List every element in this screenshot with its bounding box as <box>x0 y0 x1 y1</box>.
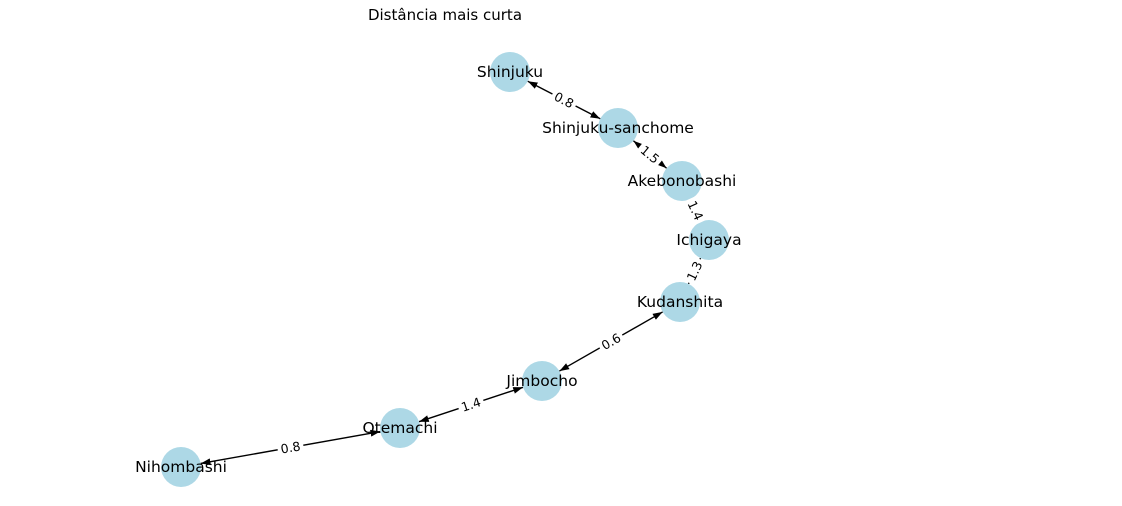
node-circle <box>598 108 638 148</box>
edge-weight-label: 0.8 <box>276 437 305 458</box>
node-label: Shinjuku-sanchome <box>542 119 694 137</box>
graph-title: Distância mais curta <box>367 6 523 24</box>
node-akebonobashi: Akebonobashi <box>628 161 737 201</box>
node-circle <box>662 161 702 201</box>
node-kudanshita: Kudanshita <box>637 282 723 322</box>
node-circle <box>660 282 700 322</box>
node-label: Nihombashi <box>135 458 227 476</box>
edge-weight-label: 1.4 <box>682 195 709 226</box>
node-nihombashi: Nihombashi <box>135 447 227 487</box>
edge-weight-text: 1.4 <box>459 394 483 415</box>
edge-weight-label: 1.4 <box>456 392 486 417</box>
node-ichigaya: Ichigaya <box>676 220 742 260</box>
edge-weight-text: 0.8 <box>279 438 301 456</box>
node-label: Kudanshita <box>637 293 723 311</box>
edge-weight-label: 0.8 <box>548 86 580 114</box>
edge-weight-label: 0.6 <box>595 328 627 355</box>
edge-weight-label: 1.5 <box>634 140 666 169</box>
node-jimbocho: Jimbocho <box>505 361 578 401</box>
node-label: Ichigaya <box>676 231 741 249</box>
node-shinjuku: Shinjuku <box>477 52 543 92</box>
node-circle <box>490 52 530 92</box>
node-circle <box>161 447 201 487</box>
node-label: Otemachi <box>362 419 437 437</box>
node-shinjuku-sanchome: Shinjuku-sanchome <box>542 108 694 148</box>
node-label: Jimbocho <box>505 372 577 390</box>
edge-weight-label: 1.3 <box>681 255 708 287</box>
node-otemachi: Otemachi <box>362 408 438 448</box>
node-circle <box>689 220 729 260</box>
node-circle <box>380 408 420 448</box>
node-label: Akebonobashi <box>628 172 737 190</box>
node-circle <box>522 361 562 401</box>
node-label: Shinjuku <box>477 63 543 81</box>
